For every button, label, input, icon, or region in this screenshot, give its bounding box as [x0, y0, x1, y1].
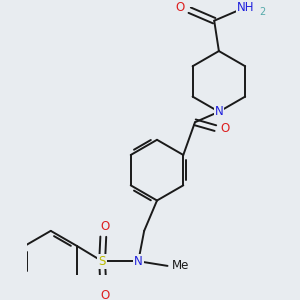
Text: S: S [98, 255, 106, 268]
Text: NH: NH [237, 1, 254, 14]
Text: O: O [220, 122, 229, 135]
Text: O: O [100, 220, 110, 233]
Text: O: O [176, 1, 185, 14]
Text: O: O [100, 289, 110, 300]
Text: N: N [134, 255, 143, 268]
Text: 2: 2 [259, 7, 265, 17]
Text: N: N [214, 105, 223, 118]
Text: Me: Me [172, 260, 189, 272]
